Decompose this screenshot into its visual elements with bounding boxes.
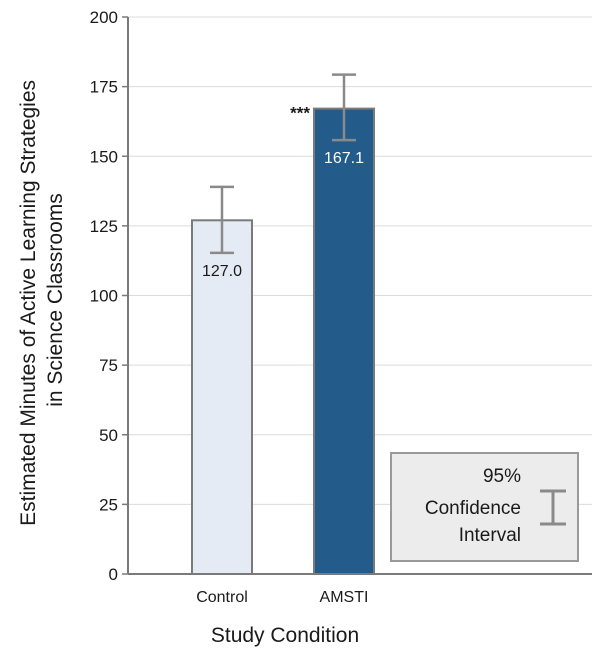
- y-tick-label: 0: [109, 565, 118, 584]
- y-axis-title-line-2: in Science Classrooms: [44, 193, 67, 407]
- y-tick-label: 25: [99, 495, 118, 514]
- value-label: 167.1: [324, 150, 364, 167]
- x-tick-label: AMSTI: [320, 589, 369, 606]
- y-tick-label: 125: [90, 217, 118, 236]
- y-tick-label: 175: [90, 78, 118, 97]
- significance-marker: ***: [290, 104, 310, 123]
- y-axis-title: Estimated Minutes of Active Learning Str…: [17, 74, 67, 526]
- confidence-interval-legend: 95% Confidence Interval: [390, 452, 579, 562]
- bars: [191, 73, 375, 576]
- legend-box: [390, 452, 579, 562]
- y-tick-label: 150: [90, 147, 118, 166]
- legend-line-1: 95%: [483, 466, 521, 487]
- error-bar-icon: [540, 489, 566, 526]
- legend-line-2: Confidence: [425, 498, 521, 519]
- labels: 0 25 50 75 100 125 150 175 200 127.0 Control 167.1 A…: [90, 8, 369, 606]
- value-label: 127.0: [202, 263, 242, 280]
- y-tick-label: 200: [90, 8, 118, 27]
- legend-line-3: Interval: [459, 525, 521, 546]
- y-tick-label: 75: [99, 356, 118, 375]
- y-tick-label: 100: [90, 287, 118, 306]
- x-tick-label: Control: [196, 589, 248, 606]
- x-axis-title: Study Condition: [211, 624, 359, 647]
- bar-amsti: [313, 107, 375, 576]
- y-tick-label: 50: [99, 426, 118, 445]
- y-axis-title-line-1: Estimated Minutes of Active Learning Str…: [17, 80, 40, 526]
